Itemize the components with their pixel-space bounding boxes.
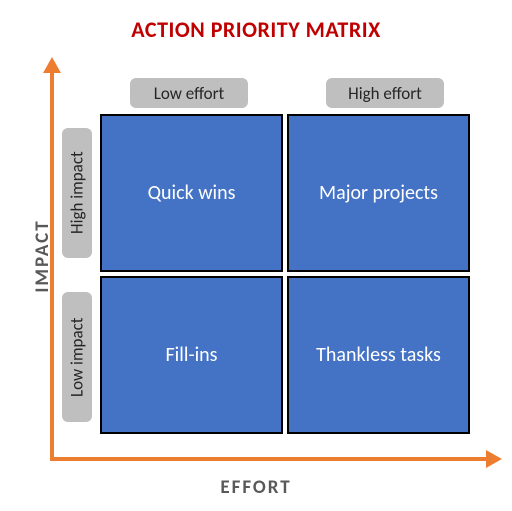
quadrant-fill-ins: Fill-ins bbox=[100, 276, 283, 434]
x-axis-arrow-icon bbox=[486, 450, 502, 468]
quadrant-grid: Quick wins Major projects Fill-ins Thank… bbox=[100, 114, 470, 434]
column-label-low-effort: Low effort bbox=[130, 78, 248, 108]
row-label-low-impact: Low impact bbox=[62, 292, 92, 422]
x-axis bbox=[50, 457, 488, 461]
quadrant-thankless: Thankless tasks bbox=[287, 276, 470, 434]
quadrant-quick-wins: Quick wins bbox=[100, 114, 283, 272]
row-label-high-impact: High impact bbox=[62, 128, 92, 258]
quadrant-major-projects: Major projects bbox=[287, 114, 470, 272]
column-label-high-effort: High effort bbox=[326, 78, 444, 108]
y-axis-label: IMPACT bbox=[31, 219, 54, 292]
y-axis-arrow-icon bbox=[43, 57, 61, 73]
x-axis-label: EFFORT bbox=[220, 476, 291, 499]
diagram-title: ACTION PRIORITY MATRIX bbox=[0, 16, 512, 43]
